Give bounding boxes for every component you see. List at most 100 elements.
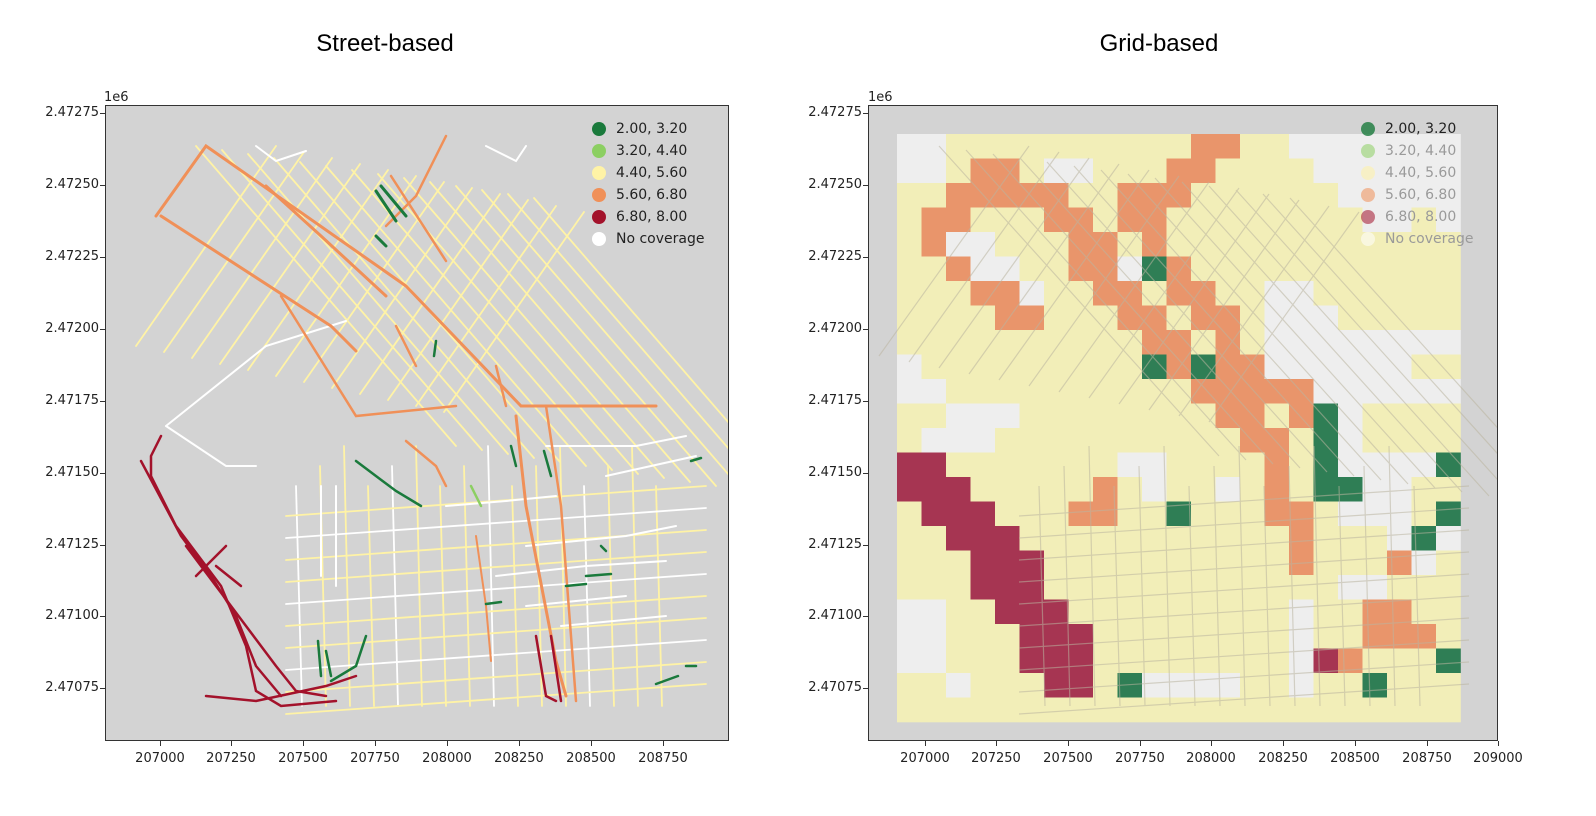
grid-cell: [1436, 624, 1461, 649]
street-segment: [533, 197, 728, 424]
grid-cell: [1191, 134, 1216, 159]
grid-cell: [946, 354, 971, 380]
grid-cell: [1240, 158, 1265, 184]
grid-cell: [1289, 501, 1314, 527]
grid-cell: [1019, 281, 1045, 306]
grid-cell: [946, 550, 971, 576]
grid-cell: [1264, 550, 1290, 576]
grid-cell: [1387, 354, 1412, 380]
overlay-street: [1238, 445, 1246, 707]
street-segment: [514, 414, 568, 698]
street-segment: [655, 485, 663, 707]
overlay-street: [1138, 465, 1146, 707]
grid-cell: [897, 624, 922, 649]
street-segment: [264, 184, 388, 298]
grid-cell: [1411, 183, 1437, 208]
street-segment: [415, 205, 557, 407]
grid-cell: [921, 354, 947, 380]
grid-cell: [1313, 256, 1339, 282]
grid-cell: [1411, 256, 1437, 282]
grid-cell: [1019, 354, 1045, 380]
grid-cell: [1044, 232, 1069, 257]
grid-cell: [1117, 305, 1143, 331]
grid-cell: [1044, 207, 1069, 233]
grid-cell: [1044, 599, 1069, 625]
grid-cell: [1142, 697, 1167, 723]
grid-cell: [995, 599, 1020, 625]
street-segment: [605, 455, 697, 477]
overlay-street: [1088, 445, 1096, 707]
grid-cell: [1068, 134, 1094, 159]
legend-swatch: [1361, 188, 1375, 202]
grid-cell: [1166, 526, 1192, 551]
grid-cell: [1436, 697, 1461, 723]
grid-cell: [1411, 232, 1437, 257]
overlay-street: [938, 145, 1220, 457]
street-segment: [525, 595, 627, 607]
x-tick-mark: [1355, 741, 1356, 746]
left-legend: 2.00, 3.20 3.20, 4.40 4.40, 5.60 5.60, 6.80…: [592, 119, 732, 249]
grid-cell: [946, 575, 971, 600]
grid-cell: [1411, 673, 1437, 698]
grid-cell: [946, 648, 971, 674]
grid-cell: [921, 550, 947, 576]
y-tick-mark: [863, 257, 868, 258]
x-tick-label: 207750: [1115, 751, 1165, 766]
grid-cell: [1338, 452, 1363, 478]
grid-cell: [1142, 232, 1167, 257]
grid-cell: [1093, 575, 1118, 600]
grid-cell: [1117, 403, 1143, 429]
legend-label: 4.40, 5.60: [616, 165, 688, 181]
overlay-street: [1163, 445, 1171, 707]
grid-cell: [970, 134, 996, 159]
legend-label: No coverage: [1385, 231, 1474, 247]
grid-cell: [1166, 428, 1192, 453]
y-tick-label: 2.47175: [45, 393, 99, 408]
x-tick-label: 207250: [206, 751, 256, 766]
legend-label: 2.00, 3.20: [1385, 121, 1457, 137]
street-segment: [511, 485, 519, 707]
y-tick-label: 2.47225: [45, 249, 99, 264]
street-segment: [484, 600, 503, 606]
grid-cell: [1436, 354, 1461, 380]
grid-cell: [1215, 501, 1241, 527]
legend-swatch: [1361, 122, 1375, 136]
grid-cell: [897, 403, 922, 429]
grid-cell: [1093, 648, 1118, 674]
grid-cell: [921, 207, 947, 233]
street-segment: [154, 143, 658, 408]
grid-cell: [1240, 550, 1265, 576]
grid-cell: [897, 673, 922, 698]
street-overlay: [878, 145, 1497, 715]
grid-cell: [1019, 379, 1045, 404]
grid-cell: [1044, 648, 1069, 674]
grid-cell: [946, 134, 971, 159]
overlay-street: [1288, 465, 1296, 707]
street-segment: [255, 145, 307, 163]
street-segment: [343, 445, 351, 707]
street-segment: [545, 435, 687, 447]
grid-cell: [921, 526, 947, 551]
grid-cell: [1044, 305, 1069, 331]
grid-cell: [897, 183, 922, 208]
overlay-street: [1018, 529, 1470, 561]
grid-cell: [1068, 354, 1094, 380]
overlay-street: [908, 151, 1060, 363]
overlay-street: [1018, 507, 1470, 539]
street-segment: [285, 617, 707, 649]
right-offset-label: 1e6: [868, 90, 893, 105]
grid-cell: [1142, 158, 1167, 184]
grid-cell: [946, 330, 971, 355]
x-tick-label: 207000: [135, 751, 185, 766]
grid-cell: [897, 256, 922, 282]
street-segment: [495, 560, 667, 577]
grid-cell: [1068, 624, 1094, 649]
grid-cell: [921, 281, 947, 306]
grid-cell: [897, 428, 922, 453]
grid-cell: [970, 256, 996, 282]
grid-cell: [1093, 379, 1118, 404]
grid-cell: [897, 134, 922, 159]
street-segment: [403, 177, 665, 479]
grid-cell: [946, 697, 971, 723]
grid-cell: [1289, 305, 1314, 331]
